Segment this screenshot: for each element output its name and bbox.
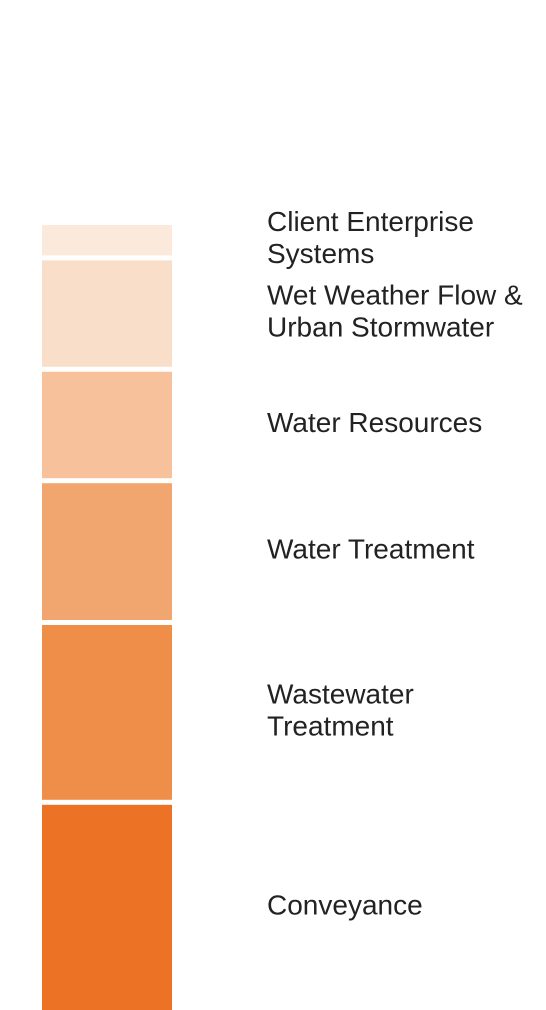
bar-segment: [42, 804, 172, 1010]
segment-label: Wet Weather Flow & Urban Stormwater: [267, 280, 523, 343]
segment-label: Water Treatment: [267, 534, 475, 565]
label-line: Client Enterprise: [267, 207, 474, 238]
label-line: Conveyance: [267, 890, 423, 921]
bar-segment: [42, 225, 172, 256]
bar-segment: [42, 625, 172, 800]
bar-segment: [42, 483, 172, 620]
segment-label: Client Enterprise Systems: [267, 207, 474, 270]
label-line: Water Treatment: [267, 534, 475, 565]
label-line: Systems: [267, 239, 374, 270]
label-line: Treatment: [267, 711, 394, 742]
label-line: Urban Stormwater: [267, 312, 494, 343]
bar-segment: [42, 371, 172, 479]
label-line: Wastewater: [267, 679, 414, 710]
bar-segment: [42, 260, 172, 367]
segment-label: Water Resources: [267, 407, 482, 438]
label-line: Wet Weather Flow &: [267, 280, 523, 311]
segment-label: Wastewater Treatment: [267, 679, 414, 742]
label-line: Water Resources: [267, 407, 482, 438]
segment-label: Conveyance: [267, 890, 423, 921]
